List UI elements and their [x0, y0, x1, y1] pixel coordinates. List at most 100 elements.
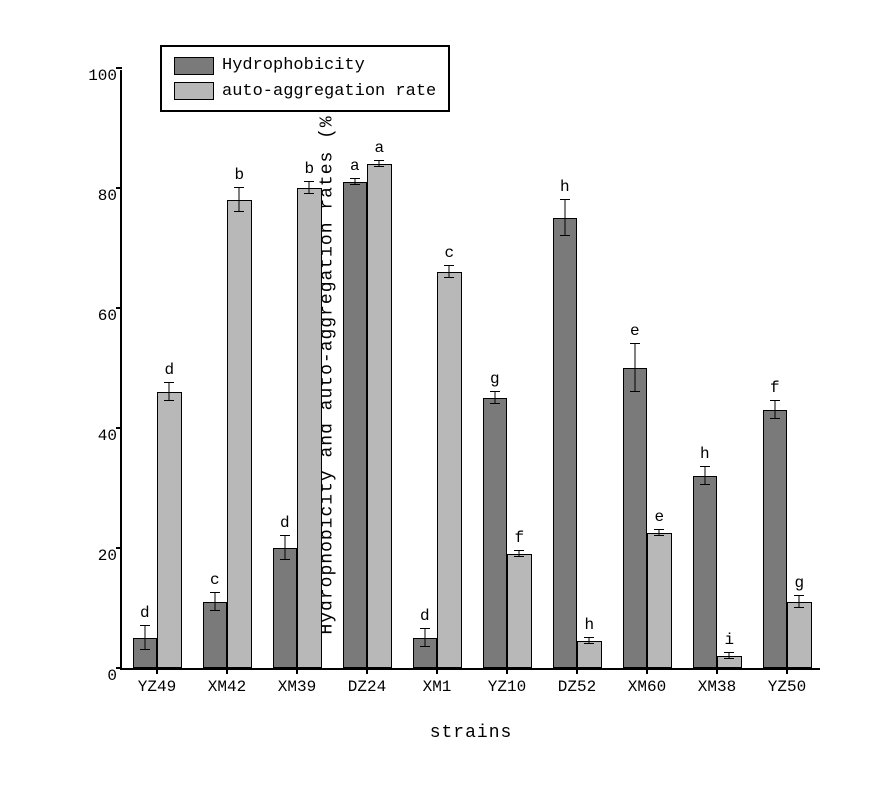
error-cap — [514, 556, 524, 557]
x-tick-mark — [436, 668, 438, 674]
x-tick-label: XM42 — [208, 678, 246, 696]
x-tick-label: XM60 — [628, 678, 666, 696]
legend-swatch-autoaggregation — [174, 82, 214, 100]
error-cap — [444, 277, 454, 278]
bar-auto-aggregation-rate — [647, 533, 672, 668]
error-cap — [374, 160, 384, 161]
bar-hydrophobicity — [763, 410, 788, 668]
y-tick-mark — [116, 667, 122, 669]
error-cap — [350, 178, 360, 179]
error-cap — [514, 550, 524, 551]
significance-letter: c — [444, 244, 454, 262]
significance-letter: i — [724, 631, 734, 649]
significance-letter: d — [280, 514, 290, 532]
error-cap — [770, 400, 780, 401]
x-tick-mark — [646, 668, 648, 674]
x-tick-label: XM1 — [423, 678, 452, 696]
error-cap — [560, 199, 570, 200]
error-cap — [794, 607, 804, 608]
significance-letter: a — [374, 139, 384, 157]
error-cap — [444, 265, 454, 266]
error-cap — [724, 652, 734, 653]
y-tick-label: 100 — [82, 67, 117, 85]
error-cap — [420, 646, 430, 647]
y-tick-mark — [116, 427, 122, 429]
x-tick-mark — [506, 668, 508, 674]
y-tick-label: 80 — [82, 187, 117, 205]
bar-auto-aggregation-rate — [787, 602, 812, 668]
x-tick-mark — [716, 668, 718, 674]
error-cap — [280, 535, 290, 536]
bar-hydrophobicity — [203, 602, 228, 668]
legend-item: Hydrophobicity — [174, 53, 436, 79]
error-cap — [630, 343, 640, 344]
error-bar — [424, 629, 425, 647]
x-tick-label: DZ24 — [348, 678, 386, 696]
x-axis-label: strains — [430, 723, 513, 743]
error-cap — [350, 184, 360, 185]
bar-auto-aggregation-rate — [157, 392, 182, 668]
error-bar — [704, 467, 705, 485]
y-tick-label: 60 — [82, 307, 117, 325]
y-tick-mark — [116, 547, 122, 549]
significance-letter: e — [654, 508, 664, 526]
chart-container: Hydrophobicity auto-aggregation rate Hyd… — [80, 40, 860, 760]
y-tick-label: 40 — [82, 427, 117, 445]
error-cap — [210, 592, 220, 593]
error-cap — [280, 559, 290, 560]
legend-label: auto-aggregation rate — [222, 79, 436, 105]
legend-item: auto-aggregation rate — [174, 79, 436, 105]
x-tick-label: DZ52 — [558, 678, 596, 696]
x-tick-label: XM38 — [698, 678, 736, 696]
significance-letter: b — [234, 166, 244, 184]
significance-letter: h — [584, 616, 594, 634]
bar-auto-aggregation-rate — [227, 200, 252, 668]
significance-letter: e — [630, 322, 640, 340]
significance-letter: g — [490, 370, 500, 388]
significance-letter: c — [210, 571, 220, 589]
significance-letter: d — [420, 607, 430, 625]
error-cap — [164, 382, 174, 383]
error-cap — [700, 484, 710, 485]
significance-letter: h — [560, 178, 570, 196]
error-bar — [144, 626, 145, 650]
x-tick-mark — [786, 668, 788, 674]
error-cap — [234, 211, 244, 212]
error-cap — [420, 628, 430, 629]
error-cap — [584, 643, 594, 644]
error-cap — [304, 181, 314, 182]
error-cap — [770, 418, 780, 419]
x-tick-mark — [156, 668, 158, 674]
error-cap — [164, 400, 174, 401]
y-tick-label: 20 — [82, 547, 117, 565]
x-tick-mark — [576, 668, 578, 674]
y-tick-mark — [116, 187, 122, 189]
y-tick-mark — [116, 307, 122, 309]
x-tick-mark — [366, 668, 368, 674]
x-tick-label: YZ49 — [138, 678, 176, 696]
bar-auto-aggregation-rate — [367, 164, 392, 668]
error-bar — [169, 383, 170, 401]
error-cap — [584, 637, 594, 638]
y-tick-label: 0 — [82, 667, 117, 685]
error-cap — [490, 403, 500, 404]
bar-hydrophobicity — [343, 182, 368, 668]
bar-hydrophobicity — [693, 476, 718, 668]
significance-letter: b — [304, 160, 314, 178]
error-cap — [630, 391, 640, 392]
error-cap — [234, 187, 244, 188]
x-tick-mark — [296, 668, 298, 674]
error-cap — [140, 625, 150, 626]
error-cap — [374, 166, 384, 167]
error-cap — [560, 235, 570, 236]
significance-letter: d — [164, 361, 174, 379]
error-cap — [140, 649, 150, 650]
error-cap — [654, 535, 664, 536]
bar-auto-aggregation-rate — [577, 641, 602, 668]
bar-hydrophobicity — [623, 368, 648, 668]
error-cap — [654, 529, 664, 530]
error-bar — [564, 200, 565, 236]
error-bar — [774, 401, 775, 419]
bar-auto-aggregation-rate — [297, 188, 322, 668]
x-tick-label: YZ50 — [768, 678, 806, 696]
